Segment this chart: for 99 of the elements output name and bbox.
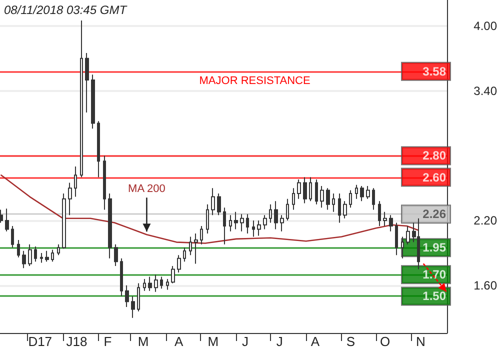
candlestick	[200, 225, 203, 245]
candlestick	[217, 193, 221, 216]
candlestick	[177, 254, 181, 273]
candlestick	[355, 184, 358, 200]
candlestick	[194, 233, 198, 264]
candlestick	[292, 188, 295, 210]
candlestick	[274, 200, 278, 230]
candlestick	[166, 278, 169, 290]
candlestick	[343, 200, 347, 219]
y-tick-label: 1.60	[474, 278, 498, 292]
candlestick	[326, 188, 330, 210]
candlestick	[252, 220, 255, 238]
candlestick	[366, 185, 370, 200]
candlestick	[246, 214, 249, 234]
candlestick	[62, 193, 66, 250]
candlestick	[309, 176, 312, 202]
candlestick	[269, 204, 272, 224]
x-tick-label: A	[174, 334, 184, 349]
candlestick	[229, 214, 232, 232]
ref-line-label: 2.80	[422, 148, 446, 163]
candlestick	[378, 200, 381, 226]
y-tick-label: 4.00	[474, 18, 498, 33]
candlestick	[97, 120, 100, 178]
candlestick	[131, 296, 135, 318]
candlestick	[263, 214, 267, 230]
candlestick	[22, 250, 26, 269]
candlestick	[108, 193, 112, 259]
candlestick	[74, 166, 77, 198]
y-tick-label: 2.20	[474, 214, 498, 228]
candlestick	[206, 204, 209, 234]
candlestick	[5, 208, 9, 232]
candlestick	[303, 176, 307, 204]
candlestick	[297, 178, 301, 200]
x-tick-label: M	[138, 334, 149, 349]
x-tick-label: J	[276, 334, 283, 349]
candlestick	[223, 207, 226, 245]
candlestick	[189, 236, 192, 256]
candlestick	[240, 214, 244, 232]
ref-line-label: 1.95	[422, 240, 446, 255]
candlestick	[315, 178, 318, 205]
candlestick	[11, 225, 14, 248]
text: MA 200	[128, 183, 166, 196]
candlestick	[91, 74, 95, 130]
x-tick-label: A	[310, 334, 320, 349]
candlestick	[0, 209, 3, 224]
candlestick	[171, 265, 175, 284]
annotation: MAJOR RESISTANCE	[199, 74, 310, 87]
candlestick	[383, 211, 387, 226]
annotation: 08/11/2018 03:45 GMT	[4, 3, 128, 17]
candlestick	[125, 284, 129, 308]
x-tick-label: F	[104, 334, 112, 349]
x-tick-label: D17	[28, 334, 52, 349]
ref-line-label: 1.70	[422, 268, 446, 282]
candlestick	[395, 222, 398, 256]
candlestick	[257, 220, 261, 236]
candlestick	[349, 190, 352, 208]
candlestick	[401, 236, 404, 259]
candlestick	[406, 225, 410, 245]
x-tick-label: N	[416, 334, 426, 349]
candlestick	[28, 244, 32, 266]
ref-line-label: 2.60	[422, 170, 446, 184]
ref-line-label: 1.50	[422, 289, 446, 304]
candlestick	[34, 246, 37, 262]
x-tick-label: S	[346, 334, 356, 349]
candlestick	[143, 278, 146, 292]
candlestick	[234, 211, 238, 230]
x-tick-label: J	[242, 334, 249, 349]
candlestick	[372, 188, 375, 210]
candlestick	[211, 188, 215, 216]
candlestick	[160, 276, 163, 290]
candlestick	[103, 155, 106, 210]
candlestick	[45, 250, 49, 262]
candlestick	[280, 214, 284, 232]
candlestick	[137, 282, 140, 312]
candlestick	[114, 244, 118, 266]
x-tick-label: J18	[66, 334, 88, 349]
candlestick	[85, 52, 89, 113]
candlestick	[332, 193, 335, 212]
candlestick	[360, 185, 364, 202]
candlestick	[389, 214, 393, 232]
candlestick	[154, 274, 158, 292]
candlestick	[17, 240, 20, 258]
candlestick	[338, 193, 341, 224]
x-tick-label: O	[380, 334, 390, 349]
candlestick	[120, 258, 123, 297]
ref-line-label: 2.26	[422, 207, 446, 222]
candlestick	[148, 276, 152, 292]
y-tick-label: 3.40	[474, 84, 498, 98]
ref-line-label: 3.58	[422, 64, 446, 78]
line-series	[0, 174, 419, 244]
candlestick	[51, 249, 54, 262]
candlestick	[286, 198, 289, 222]
candlestick	[320, 185, 324, 208]
candlestick	[183, 247, 186, 262]
candlestick	[68, 182, 72, 216]
candlestick	[40, 252, 43, 264]
x-tick-label: M	[208, 334, 219, 349]
candlestick	[80, 20, 83, 178]
candlestick	[57, 244, 60, 256]
